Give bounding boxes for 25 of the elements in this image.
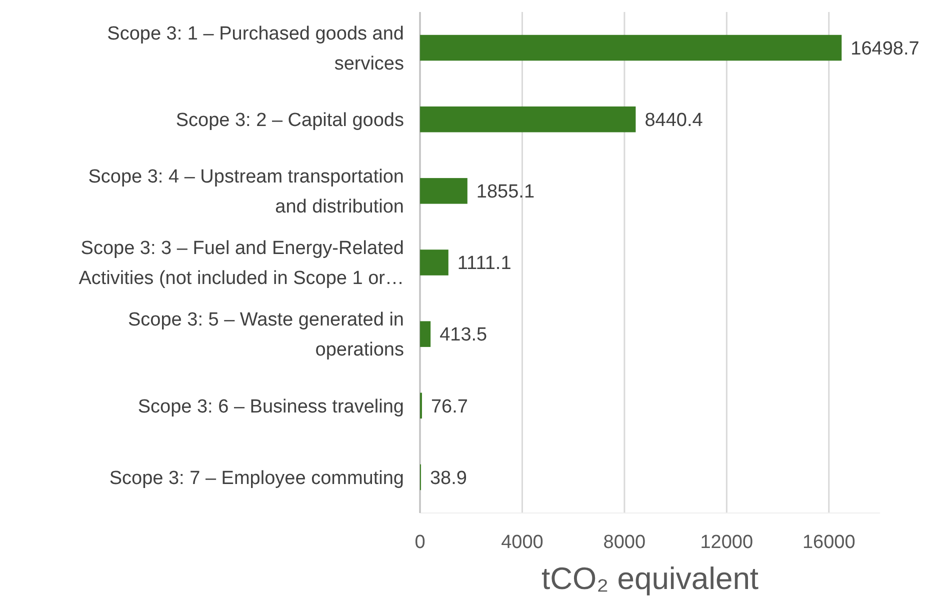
x-tick-label: 4000 — [501, 532, 544, 553]
y-tick-label: Scope 3: 2 – Capital goods — [176, 110, 404, 132]
data-label: 1855.1 — [476, 182, 535, 203]
x-tick-label: 8000 — [603, 532, 646, 553]
bar — [420, 34, 842, 61]
y-tick-label: Scope 3: 3 – Fuel and Energy-Related Activities (not included in Scope 1 or… — [78, 238, 404, 290]
data-label: 16498.7 — [850, 38, 920, 60]
bar — [420, 178, 468, 204]
x-tick-label: 12000 — [700, 532, 754, 553]
y-tick-label: Scope 3: 6 – Business traveling — [138, 396, 404, 418]
x-tick-label: 16000 — [802, 532, 856, 553]
bar — [420, 250, 448, 276]
y-tick-label: Scope 3: 1 – Purchased goods and services — [107, 23, 404, 74]
x-tick-label: 0 — [414, 532, 426, 553]
x-axis-title: tCO₂ equivalent — [541, 561, 759, 596]
bar — [420, 321, 431, 347]
data-label: 38.9 — [430, 468, 467, 489]
data-label: 8440.4 — [644, 110, 704, 132]
data-label: 76.7 — [430, 396, 468, 418]
bar — [420, 106, 636, 132]
data-label: 1111.1 — [457, 253, 512, 274]
data-label: 413.5 — [440, 324, 488, 346]
y-tick-label: Scope 3: 5 – Waste generated in operations — [128, 310, 404, 361]
y-tick-label: Scope 3: 7 – Employee commuting — [109, 468, 404, 489]
y-tick-label: Scope 3: 4 – Upstream transportation and distribution — [88, 166, 404, 218]
